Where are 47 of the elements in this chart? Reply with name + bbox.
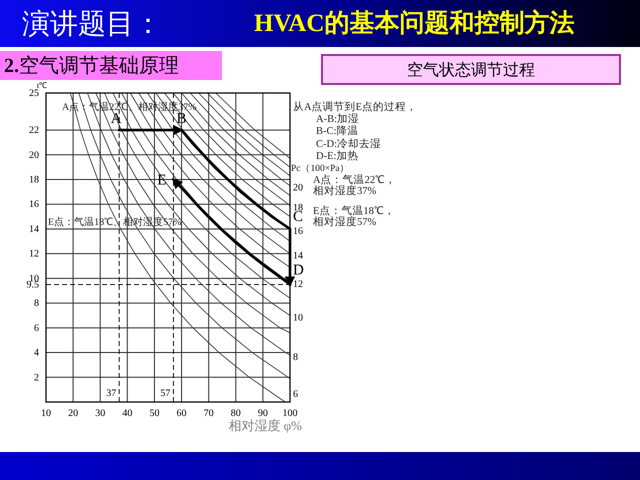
text: 演讲题目： <box>22 8 162 40</box>
text: B-C:降温 <box>316 124 358 136</box>
x-tick-label: 60 <box>176 408 187 418</box>
y-tick-label: 4 <box>34 347 39 358</box>
text: A点：气温22℃， <box>313 172 396 186</box>
y-tick-label: 12 <box>29 248 39 260</box>
y-tick-label: 2 <box>34 372 39 383</box>
series-label: 10 <box>293 312 303 323</box>
text: A-B:加湿 <box>316 112 359 124</box>
y-tick-label: 20 <box>29 149 39 160</box>
text: E点：气温18℃， <box>313 204 395 216</box>
y-axis-title: t℃ <box>36 80 48 90</box>
x-tick-label: 40 <box>122 408 132 418</box>
y-tick-label: 8 <box>34 298 39 309</box>
text: D-E:加热 <box>316 148 358 162</box>
text: C-D:冷却去湿 <box>316 136 381 150</box>
x-tick-label: 80 <box>230 408 241 418</box>
series-label: 14 <box>293 250 303 262</box>
series-label: 16 <box>293 225 303 236</box>
text: 从A点调节到E点的过程， <box>293 100 417 112</box>
annotation: D <box>293 262 304 279</box>
text: 2.空气调节基础原理 <box>4 55 179 77</box>
series-label: 8 <box>293 352 298 363</box>
series-label: 20 <box>293 182 303 194</box>
y-tick-label: 16 <box>29 198 39 210</box>
ref-line-label: 37 <box>106 388 116 398</box>
y-tick-label: 14 <box>29 223 39 234</box>
y-tick-label: 25 <box>29 88 39 98</box>
x-tick-label: 70 <box>204 408 214 418</box>
y-tick-label: 18 <box>29 174 39 186</box>
ref-line-label: 57 <box>160 388 170 398</box>
y-tick-label: 22 <box>29 124 39 136</box>
x-tick-label: 50 <box>149 408 160 418</box>
x-tick-label: 20 <box>68 408 78 418</box>
x-tick-label: 100 <box>282 408 298 418</box>
x-tick-label: 10 <box>41 408 51 418</box>
x-tick-label: 90 <box>258 408 268 418</box>
y-tick-label: 6 <box>34 322 39 334</box>
text: 空气状态调节过程 <box>407 60 535 78</box>
text: 相对湿度57% <box>313 214 376 228</box>
series-label: 12 <box>293 278 303 290</box>
text: Pc（100×Pa） <box>291 164 350 174</box>
x-tick-label: 30 <box>95 408 106 418</box>
text: HVAC的基本问题和控制方法 <box>254 8 574 36</box>
series-label: 6 <box>293 388 298 400</box>
x-axis-title: 相对湿度 φ% <box>228 418 302 432</box>
text: 相对湿度37% <box>313 184 376 196</box>
